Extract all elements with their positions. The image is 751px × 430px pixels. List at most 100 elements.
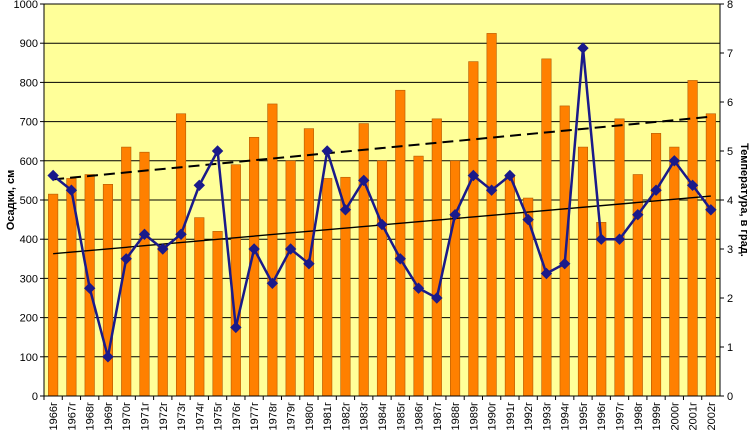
x-tick-label: 1977г — [249, 402, 261, 430]
line-point-marker — [467, 169, 480, 182]
x-tick-label: 1971г — [139, 402, 151, 430]
y-tick-label: 100 — [20, 352, 38, 364]
line-point-marker — [431, 292, 443, 304]
y-tick-label: 300 — [20, 273, 38, 285]
bar — [285, 160, 296, 397]
line-point-marker — [157, 243, 169, 255]
bar — [267, 103, 278, 397]
line-point-marker — [412, 282, 425, 294]
y2-tick-label: 0 — [727, 391, 733, 403]
line-point-marker — [540, 267, 553, 280]
y-tick-label: 800 — [20, 77, 38, 89]
line-point-marker — [47, 169, 59, 182]
bar — [212, 231, 223, 397]
line-point-marker — [266, 277, 279, 290]
x-tick-label: 1968г — [85, 402, 97, 430]
bar — [102, 184, 113, 397]
bar — [230, 164, 241, 397]
bar — [651, 133, 662, 397]
bar — [48, 193, 59, 397]
x-tick-label: 1982г — [340, 402, 352, 430]
bar — [413, 155, 424, 397]
x-tick-label: 2000г — [669, 402, 681, 430]
x-tick-label: 1992г — [523, 402, 535, 430]
bar — [175, 113, 187, 397]
x-tick-label: 1988г — [450, 402, 462, 430]
bar — [450, 160, 461, 397]
x-tick-label: 1993г — [541, 402, 553, 430]
x-tick-label: 1966г — [48, 402, 60, 430]
y-tick-label: 400 — [20, 234, 38, 246]
right-axis-ticks: 0 1 2 3 4 5 6 7 8 — [720, 0, 733, 403]
y-tick-label: 1000 — [14, 0, 38, 11]
line-point-marker — [83, 282, 96, 294]
y2-tick-label: 2 — [727, 293, 733, 305]
left-axis-label: Осадки, см — [5, 170, 17, 231]
y2-tick-label: 5 — [727, 146, 733, 158]
x-tick-label: 1973г — [176, 402, 188, 430]
x-tick-label: 1967г — [66, 402, 78, 430]
line-point-marker — [632, 208, 644, 221]
line-point-marker — [705, 204, 717, 216]
x-tick-label: 1983г — [359, 402, 371, 430]
x-tick-label: 1987г — [432, 402, 444, 430]
line-point-marker — [376, 218, 388, 231]
x-tick-label: 1979г — [286, 402, 298, 430]
bar — [705, 113, 716, 397]
y2-tick-label: 7 — [727, 48, 733, 60]
bar — [614, 118, 625, 397]
x-tick-label: 2002г — [706, 402, 718, 430]
x-tick-label: 1969г — [103, 402, 115, 430]
left-axis-ticks: 0 100 200 300 400 500 600 700 800 900 1000 — [14, 0, 44, 403]
x-tick-label: 1984г — [377, 402, 389, 430]
line-point-marker — [138, 228, 151, 241]
line-point-marker — [248, 243, 260, 255]
bar — [577, 146, 589, 397]
line-point-marker — [522, 213, 534, 226]
y2-tick-label: 4 — [727, 195, 733, 207]
line-point-marker — [558, 257, 571, 270]
x-tick-label: 1981г — [322, 402, 334, 430]
line-point-marker — [230, 321, 242, 334]
x-tick-label: 1986г — [414, 402, 426, 430]
x-tick-label: 1996г — [596, 402, 608, 430]
line-point-marker — [504, 169, 516, 182]
x-tick-label: 1972г — [158, 402, 170, 430]
bar — [504, 175, 515, 397]
line-point-marker — [284, 243, 297, 255]
x-tick-label: 1990г — [487, 402, 499, 430]
line-point-marker — [120, 253, 132, 265]
x-axis-ticks: 1966г 1967г 1968г 1969г 1970г 1971г 1972г 1973г… — [43, 396, 718, 430]
x-tick-label: 1995г — [578, 402, 590, 430]
y2-tick-label: 1 — [727, 342, 733, 354]
x-tick-label: 1985г — [395, 402, 407, 430]
line-point-marker — [175, 228, 187, 241]
bar — [376, 160, 388, 397]
line-point-marker — [65, 184, 78, 196]
line-point-marker — [193, 179, 206, 192]
bar — [632, 174, 643, 397]
x-tick-label: 1999г — [651, 402, 663, 430]
bar — [139, 151, 150, 397]
line-point-marker — [321, 145, 333, 157]
line-point-marker — [686, 179, 699, 192]
y-tick-label: 700 — [20, 117, 38, 129]
x-tick-label: 1991г — [505, 402, 517, 430]
y2-tick-label: 8 — [727, 0, 733, 11]
bar — [468, 61, 479, 397]
line-point-marker — [211, 145, 224, 157]
x-tick-label: 1980г — [304, 402, 316, 430]
line-point-marker — [449, 208, 461, 221]
temperature-trend-line — [53, 115, 711, 181]
x-tick-label: 1994г — [560, 402, 572, 430]
line-point-marker — [394, 253, 406, 265]
bar — [322, 178, 333, 397]
line-point-marker — [102, 351, 114, 363]
bar — [194, 217, 205, 397]
y-tick-label: 200 — [20, 313, 38, 325]
y-tick-label: 500 — [20, 195, 38, 207]
y-tick-label: 600 — [20, 156, 38, 168]
line-point-marker — [358, 174, 370, 187]
line-point-marker — [613, 233, 626, 245]
